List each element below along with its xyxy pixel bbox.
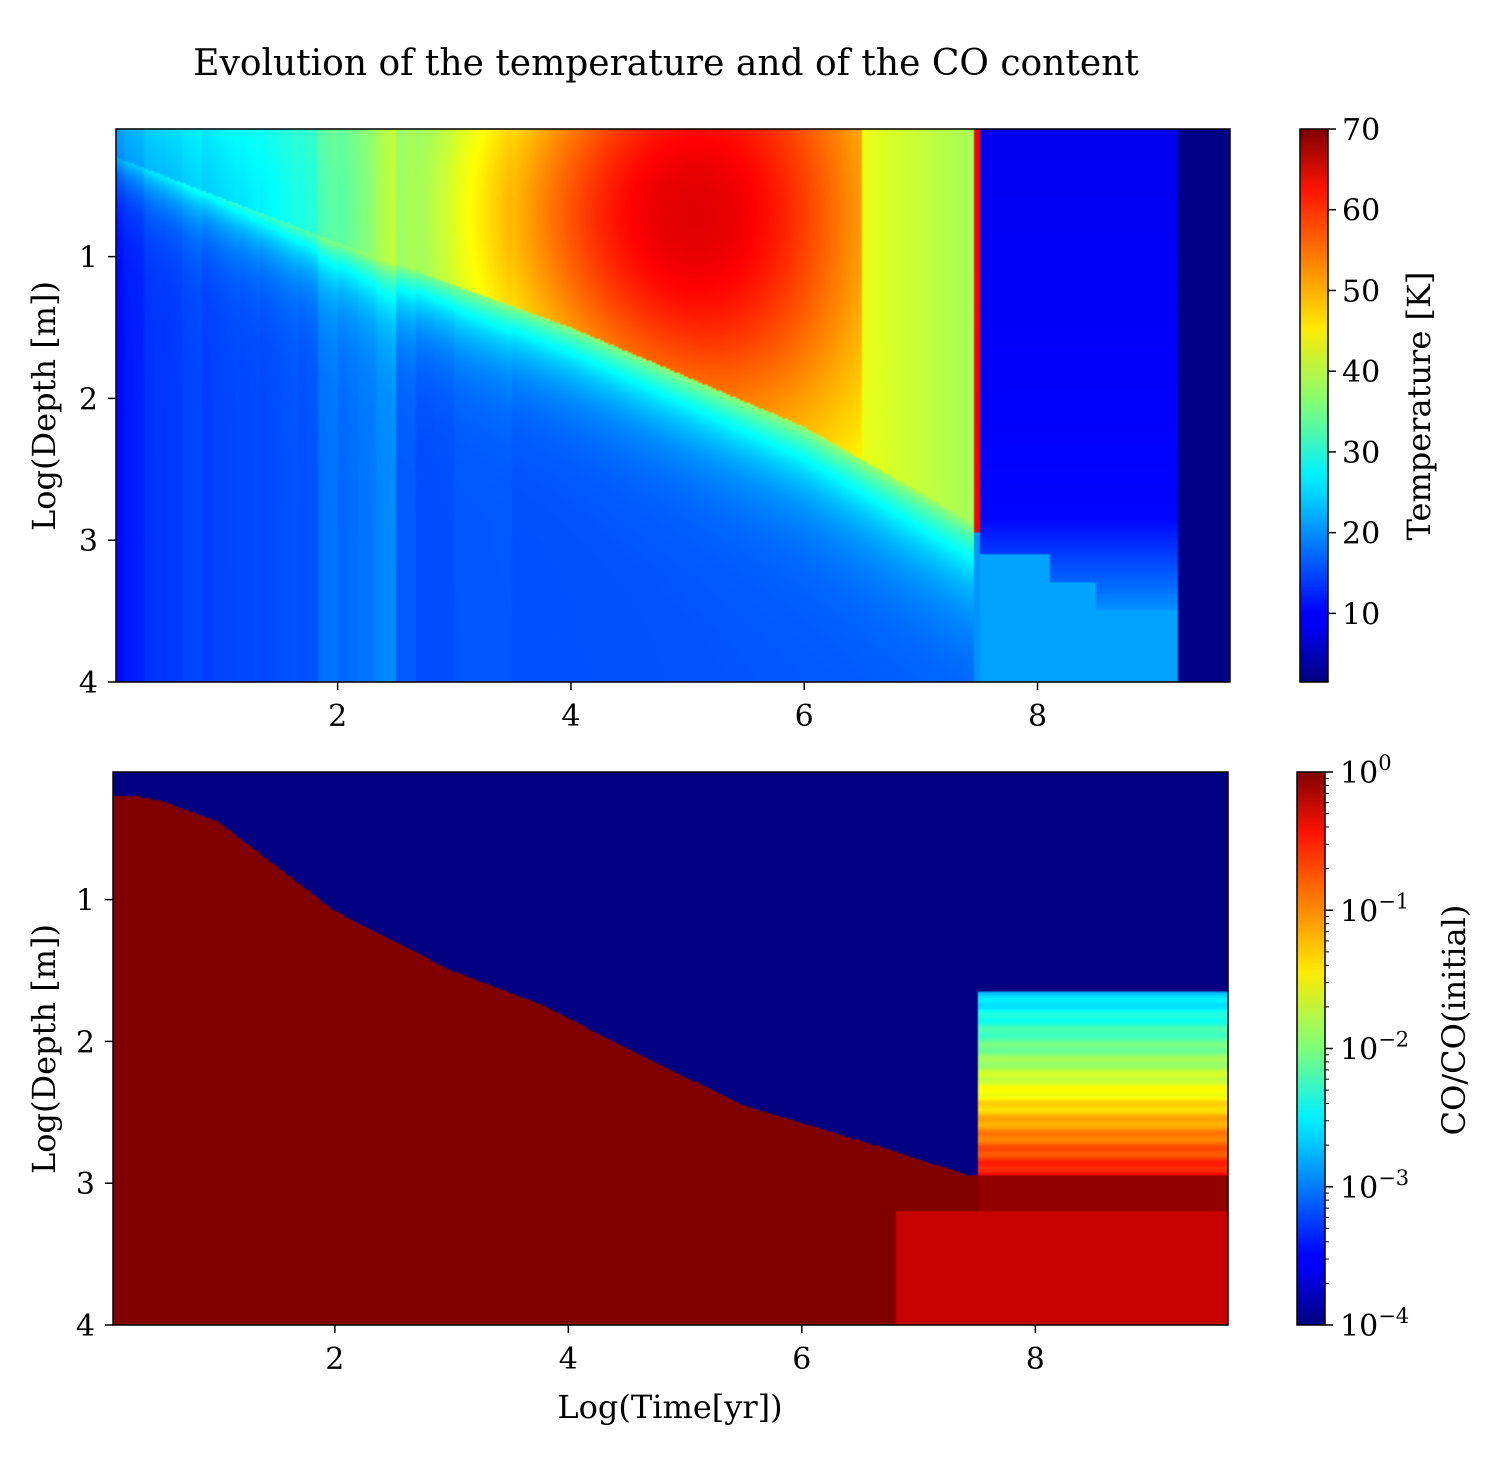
- colorbar-tick-label: 30: [1342, 436, 1380, 471]
- co-colorbar: [1296, 771, 1326, 1326]
- y-tick-label: 4: [79, 666, 98, 701]
- co-colorbar-label: CO/CO(initial): [1435, 905, 1473, 1136]
- colorbar-tick-label: 40: [1342, 355, 1380, 390]
- co-heatmap: [113, 772, 1228, 1325]
- x-tick-label: 6: [792, 1342, 811, 1377]
- colorbar-tick-label: 70: [1342, 113, 1380, 148]
- temperature-heatmap: [116, 129, 1230, 682]
- x-tick-label: 6: [795, 699, 814, 734]
- x-tick-label: 2: [328, 699, 347, 734]
- co-y-axis-label: Log(Depth [m]): [25, 924, 63, 1174]
- co-y-ticks: 1 2 3 4: [76, 884, 113, 1344]
- colorbar-tick-label: 10−3: [1340, 1166, 1409, 1206]
- x-tick-label: 2: [325, 1342, 344, 1377]
- temperature-colorbar-label: Temperature [K]: [1400, 272, 1438, 541]
- x-tick-label: 4: [561, 699, 580, 734]
- colorbar-tick-label: 60: [1342, 194, 1380, 229]
- colorbar-tick-label: 20: [1342, 517, 1380, 552]
- colorbar-tick-label: 10−1: [1340, 889, 1409, 929]
- x-tick-label: 8: [1026, 1342, 1045, 1377]
- colorbar-tick-label: 10: [1342, 597, 1380, 632]
- co-x-axis-label: Log(Time[yr]): [557, 1388, 782, 1426]
- y-tick-label: 4: [76, 1309, 95, 1344]
- co-x-ticks: 2 4 6 8: [325, 1325, 1045, 1377]
- x-tick-label: 4: [559, 1342, 578, 1377]
- y-tick-label: 2: [76, 1025, 95, 1060]
- colorbar-tick-label: 100: [1340, 751, 1392, 791]
- temperature-y-ticks: 1 2 3 4: [79, 241, 116, 701]
- co-panel: 2 4 6 8 1 2 3 4 Log(Time[yr]) Log(Depth [m]) 1…: [25, 751, 1473, 1426]
- x-tick-label: 8: [1028, 699, 1047, 734]
- y-tick-label: 1: [76, 884, 95, 919]
- colorbar-tick-label: 10−2: [1340, 1028, 1409, 1068]
- y-tick-label: 3: [79, 524, 98, 559]
- temperature-colorbar-ticks: 10 20 30 40 50 60 70: [1328, 113, 1380, 632]
- colorbar-tick-label: 50: [1342, 274, 1380, 309]
- colorbar-tick-label: 10−4: [1340, 1304, 1409, 1344]
- co-colorbar-ticks: 100 10−1 10−2 10−3 10−4: [1325, 751, 1409, 1344]
- temperature-plot-frame: [115, 128, 1231, 683]
- temperature-x-ticks: 2 4 6 8: [328, 682, 1047, 734]
- temperature-colorbar: [1299, 128, 1329, 683]
- figure-title: Evolution of the temperature and of the …: [193, 43, 1139, 84]
- y-tick-label: 1: [79, 241, 98, 276]
- temperature-y-axis-label: Log(Depth [m]): [25, 281, 63, 531]
- y-tick-label: 3: [76, 1167, 95, 1202]
- co-plot-frame: [112, 771, 1229, 1326]
- y-tick-label: 2: [79, 382, 98, 417]
